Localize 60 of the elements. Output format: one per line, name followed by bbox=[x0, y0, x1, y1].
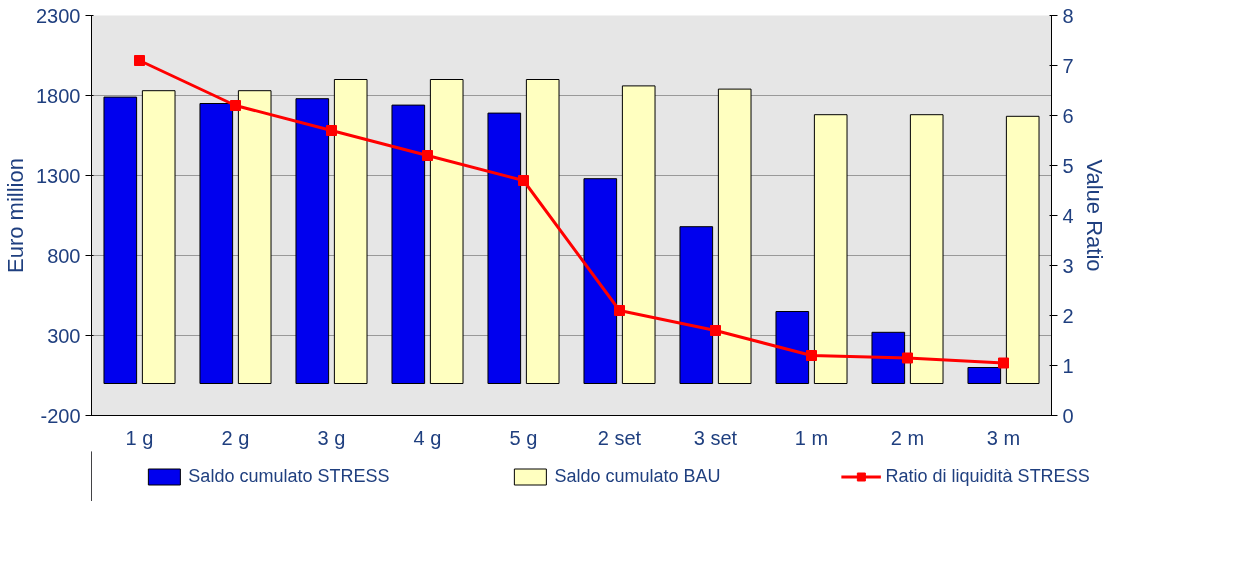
point bbox=[710, 325, 721, 336]
bar bbox=[775, 311, 810, 384]
bar bbox=[909, 114, 944, 384]
point bbox=[134, 55, 145, 66]
bar bbox=[429, 79, 464, 384]
y2-axis-title: Value Ratio bbox=[1081, 159, 1107, 272]
bar bbox=[103, 96, 138, 384]
x-tick-label: 2 m bbox=[890, 426, 925, 449]
bar bbox=[717, 88, 752, 384]
y2-tick-label: 6 bbox=[1062, 104, 1074, 127]
bar bbox=[141, 90, 176, 384]
bar bbox=[679, 226, 714, 384]
bar bbox=[967, 367, 1002, 384]
bar bbox=[1005, 115, 1040, 384]
y2-tick-label: 2 bbox=[1062, 304, 1074, 327]
legend-label: Saldo cumulato BAU bbox=[554, 465, 721, 487]
bar bbox=[813, 114, 848, 384]
y-tick-label: -200 bbox=[40, 404, 81, 427]
point bbox=[806, 350, 817, 361]
x-tick-label: 4 g bbox=[413, 426, 442, 449]
y2-tick-label: 4 bbox=[1062, 204, 1074, 227]
legend-label: Ratio di liquidità STRESS bbox=[885, 465, 1090, 487]
point bbox=[422, 150, 433, 161]
legend-label: Saldo cumulato STRESS bbox=[188, 465, 390, 487]
bar bbox=[583, 178, 618, 384]
y-tick-label: 1800 bbox=[36, 84, 81, 107]
y2-tick-label: 7 bbox=[1062, 54, 1074, 77]
x-tick-label: 1 m bbox=[794, 426, 829, 449]
x-tick-label: 1 g bbox=[125, 426, 154, 449]
bar bbox=[237, 90, 272, 384]
point bbox=[518, 175, 529, 186]
y2-tick-label: 8 bbox=[1062, 4, 1074, 27]
bar bbox=[391, 104, 426, 384]
y-tick-label: 2300 bbox=[36, 4, 81, 27]
bar bbox=[295, 98, 330, 384]
point bbox=[326, 125, 337, 136]
bar bbox=[333, 79, 368, 384]
x-tick-label: 5 g bbox=[509, 426, 538, 449]
y2-tick-label: 0 bbox=[1062, 404, 1074, 427]
point bbox=[902, 352, 913, 364]
x-tick-label: 3 g bbox=[317, 426, 346, 449]
x-tick-label: 3 set bbox=[693, 426, 738, 449]
y-tick-label: 300 bbox=[47, 324, 81, 347]
bar bbox=[621, 85, 656, 384]
x-tick-label: 2 g bbox=[221, 426, 250, 449]
point bbox=[614, 305, 625, 316]
y-axis-title: Euro million bbox=[3, 158, 29, 273]
point bbox=[998, 357, 1009, 369]
y2-tick-label: 3 bbox=[1062, 254, 1074, 277]
y2-tick-label: 1 bbox=[1062, 354, 1074, 377]
bar bbox=[525, 79, 560, 384]
x-tick-label: 3 m bbox=[986, 426, 1021, 449]
y2-tick-label: 5 bbox=[1062, 154, 1074, 177]
bar bbox=[199, 103, 234, 384]
bar bbox=[487, 112, 522, 384]
y-tick-label: 800 bbox=[47, 244, 81, 267]
bar bbox=[871, 331, 906, 384]
y-tick-label: 1300 bbox=[36, 164, 81, 187]
x-tick-label: 2 set bbox=[597, 426, 642, 449]
point bbox=[230, 100, 241, 111]
